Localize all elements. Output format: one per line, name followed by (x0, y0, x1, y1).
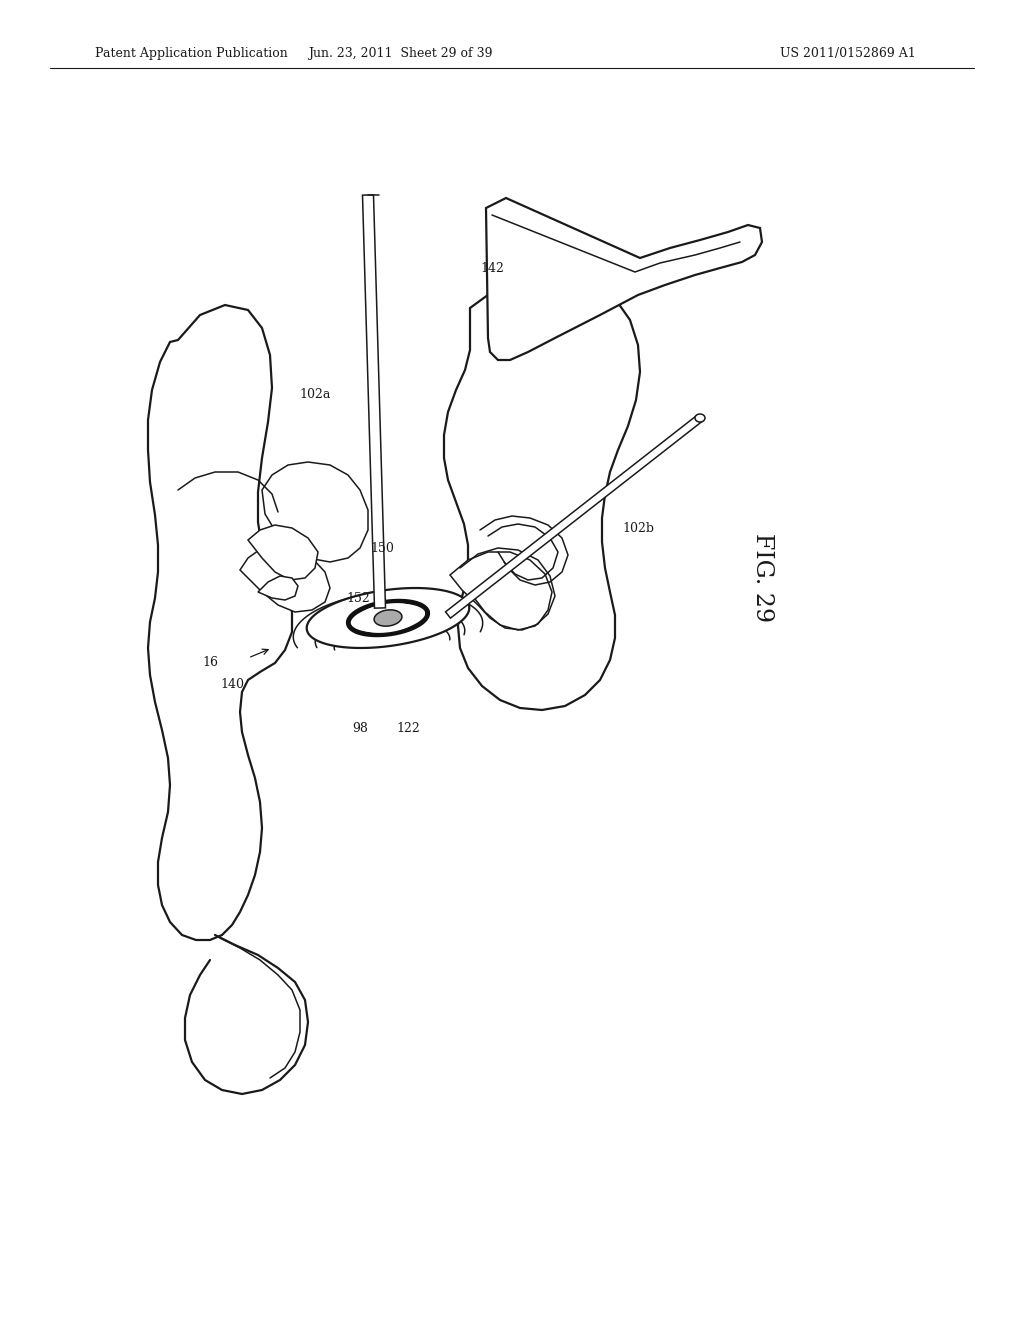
Text: 98: 98 (352, 722, 368, 734)
Polygon shape (240, 545, 330, 612)
Polygon shape (148, 305, 292, 940)
Text: 142: 142 (480, 261, 504, 275)
Polygon shape (695, 414, 705, 422)
Text: 102b: 102b (622, 521, 654, 535)
Text: US 2011/0152869 A1: US 2011/0152869 A1 (780, 46, 915, 59)
Polygon shape (374, 610, 401, 626)
Polygon shape (445, 414, 702, 618)
Text: 152: 152 (346, 591, 370, 605)
Polygon shape (307, 587, 469, 648)
Polygon shape (362, 195, 385, 609)
Polygon shape (348, 601, 428, 635)
Polygon shape (262, 462, 368, 562)
Text: 150: 150 (370, 541, 394, 554)
Text: 122: 122 (396, 722, 420, 734)
Text: FIG. 29: FIG. 29 (751, 533, 773, 623)
Text: Jun. 23, 2011  Sheet 29 of 39: Jun. 23, 2011 Sheet 29 of 39 (308, 46, 493, 59)
Polygon shape (258, 576, 298, 601)
Text: 140: 140 (220, 678, 244, 692)
Polygon shape (486, 198, 762, 360)
Text: 16: 16 (202, 656, 218, 669)
Polygon shape (450, 552, 552, 630)
Polygon shape (444, 276, 640, 710)
Text: Patent Application Publication: Patent Application Publication (95, 46, 288, 59)
Text: 102a: 102a (299, 388, 331, 401)
Polygon shape (248, 525, 318, 579)
